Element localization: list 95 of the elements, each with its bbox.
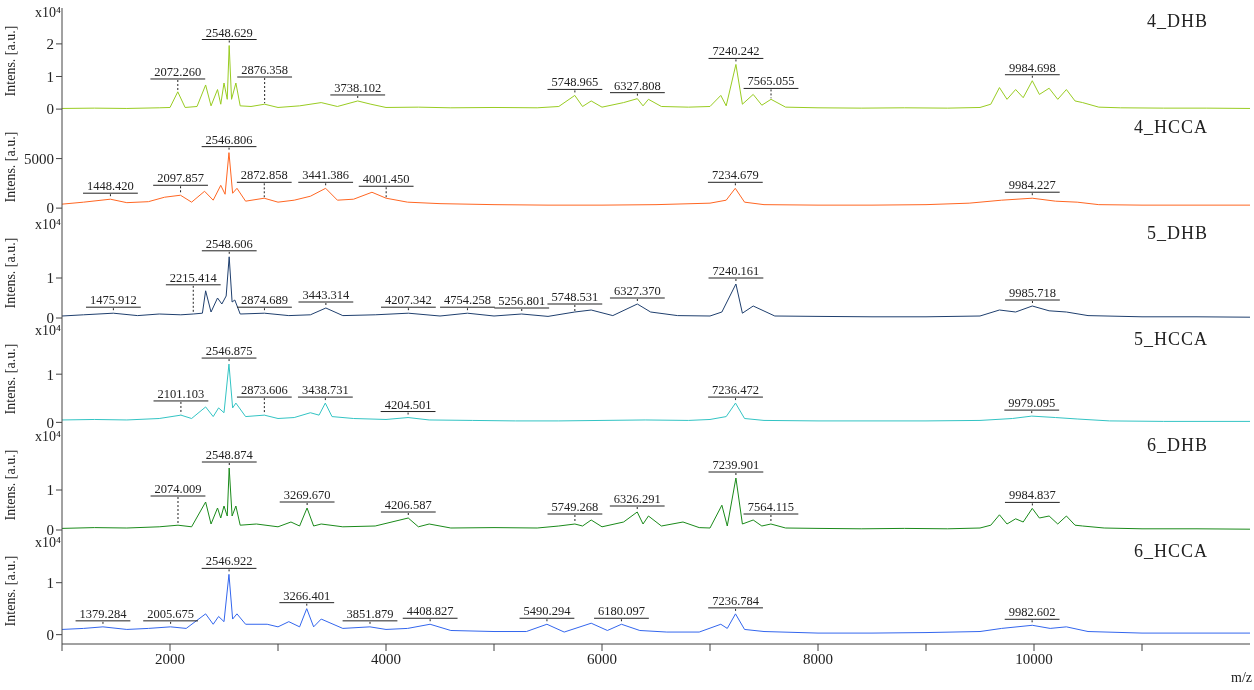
- chart-title: 5_DHB: [1146, 223, 1208, 244]
- annotation: 2005.675: [147, 606, 195, 621]
- annotation: 4001.450: [362, 172, 410, 187]
- annotation: 9979.095: [1008, 396, 1056, 411]
- chart-title: 6_HCCA: [1133, 541, 1208, 562]
- annotation: 2215.414: [169, 270, 218, 285]
- x-tick-label: 4000: [371, 650, 401, 667]
- text: x10⁴: [35, 5, 61, 21]
- text: x10⁴: [35, 323, 61, 339]
- y-tick-label: 0: [46, 101, 54, 118]
- y-tick-label: 0: [46, 626, 54, 643]
- annotation: 7236.472: [712, 383, 759, 398]
- annotation: 7234.679: [711, 168, 759, 183]
- annotation: 3269.670: [283, 488, 331, 502]
- annotation: 1475.912: [89, 293, 137, 308]
- annotation: 7564.115: [747, 500, 795, 514]
- annotation: 5256.801: [498, 294, 546, 308]
- annotation: 4204.501: [384, 397, 432, 412]
- x-tick-label: 8000: [803, 650, 833, 667]
- y-tick-label: 0: [46, 414, 54, 431]
- annotation: 6180.097: [598, 604, 645, 619]
- annotation: 2546.806: [205, 132, 253, 147]
- y-tick-label: 0: [46, 200, 54, 217]
- line-series: [62, 256, 1250, 318]
- annotation: 7240.161: [712, 264, 760, 278]
- chart-title: 4_HCCA: [1133, 117, 1208, 138]
- x-tick-label: 6000: [587, 650, 617, 667]
- y-tick-label: 5000: [24, 150, 54, 167]
- annotation: 2874.689: [241, 293, 288, 308]
- annotation: 4408.827: [406, 604, 454, 619]
- y-axis-title: Intens. [a.u.]: [2, 131, 18, 203]
- annotation: 7236.784: [712, 593, 760, 608]
- annotation: 2074.009: [154, 482, 202, 496]
- y-axis-title: Intens. [a.u.]: [2, 449, 18, 521]
- line-series: [62, 45, 1250, 109]
- annotation: 2548.629: [205, 25, 253, 40]
- y-tick-label: 1: [46, 68, 54, 85]
- annotation: 2548.606: [205, 236, 253, 251]
- annotation: 9984.837: [1008, 488, 1056, 503]
- y-axis-title: Intens. [a.u.]: [2, 555, 18, 627]
- annotation: 3441.386: [302, 168, 350, 183]
- y-tick-label: 1: [46, 482, 54, 499]
- annotation: 2872.858: [240, 168, 288, 183]
- x-axis-title: m/z: [1231, 670, 1252, 686]
- chart-title: 4_DHB: [1146, 11, 1208, 32]
- annotation: 7565.055: [747, 74, 795, 89]
- line-series: [62, 152, 1250, 206]
- y-axis-title: Intens. [a.u.]: [2, 237, 18, 309]
- y-tick-label: 1: [46, 575, 54, 592]
- x-tick-label: 2000: [155, 650, 185, 667]
- y-tick-label: 2: [46, 36, 54, 53]
- y-axis-title: Intens. [a.u.]: [2, 343, 18, 415]
- annotation: 6327.370: [613, 284, 661, 298]
- annotation: 5490.294: [523, 604, 572, 619]
- y-tick-label: 1: [46, 270, 54, 287]
- annotation: 7240.242: [712, 44, 760, 59]
- text: x10⁴: [35, 429, 61, 445]
- annotation: 5748.965: [551, 75, 599, 90]
- annotation: 6327.808: [613, 78, 661, 93]
- annotation: 6326.291: [613, 492, 661, 506]
- text: x10⁴: [35, 217, 61, 233]
- annotation: 2873.606: [240, 383, 288, 398]
- annotation: 2097.857: [157, 171, 205, 186]
- chart-title: 6_DHB: [1146, 435, 1208, 456]
- annotation: 3851.879: [346, 606, 394, 621]
- annotation: 2876.358: [241, 63, 289, 78]
- annotation: 3438.731: [301, 383, 349, 398]
- text: x10⁴: [35, 535, 61, 551]
- line-series: [62, 573, 1250, 634]
- annotation: 7239.901: [712, 458, 760, 472]
- annotation: 3443.314: [302, 288, 351, 302]
- annotation: 9984.698: [1008, 60, 1056, 75]
- annotation: 9982.602: [1008, 605, 1056, 620]
- annotation: 2548.874: [205, 448, 254, 462]
- annotation: 2546.922: [205, 554, 253, 569]
- annotation: 9985.718: [1009, 286, 1056, 300]
- chart-title: 5_HCCA: [1133, 329, 1208, 350]
- annotation: 1379.284: [79, 606, 128, 621]
- annotation: 5749.268: [551, 500, 599, 514]
- annotation: 4754.258: [444, 293, 491, 308]
- y-axis-title: Intens. [a.u.]: [2, 25, 18, 97]
- annotation: 3266.401: [283, 588, 331, 603]
- annotation: 9984.227: [1008, 178, 1056, 193]
- annotation: 1448.420: [86, 179, 134, 194]
- x-tick-label: 10000: [1015, 650, 1053, 667]
- line-series: [62, 363, 1250, 422]
- annotation: 2101.103: [157, 386, 205, 401]
- y-tick-label: 1: [46, 366, 54, 383]
- annotation: 2072.260: [154, 64, 202, 79]
- annotation: 5748.531: [551, 290, 599, 304]
- annotation: 4206.587: [384, 498, 432, 512]
- annotation: 2546.875: [205, 344, 253, 359]
- line-series: [62, 467, 1250, 530]
- annotation: 3738.102: [334, 80, 382, 95]
- annotation: 4207.342: [384, 293, 432, 308]
